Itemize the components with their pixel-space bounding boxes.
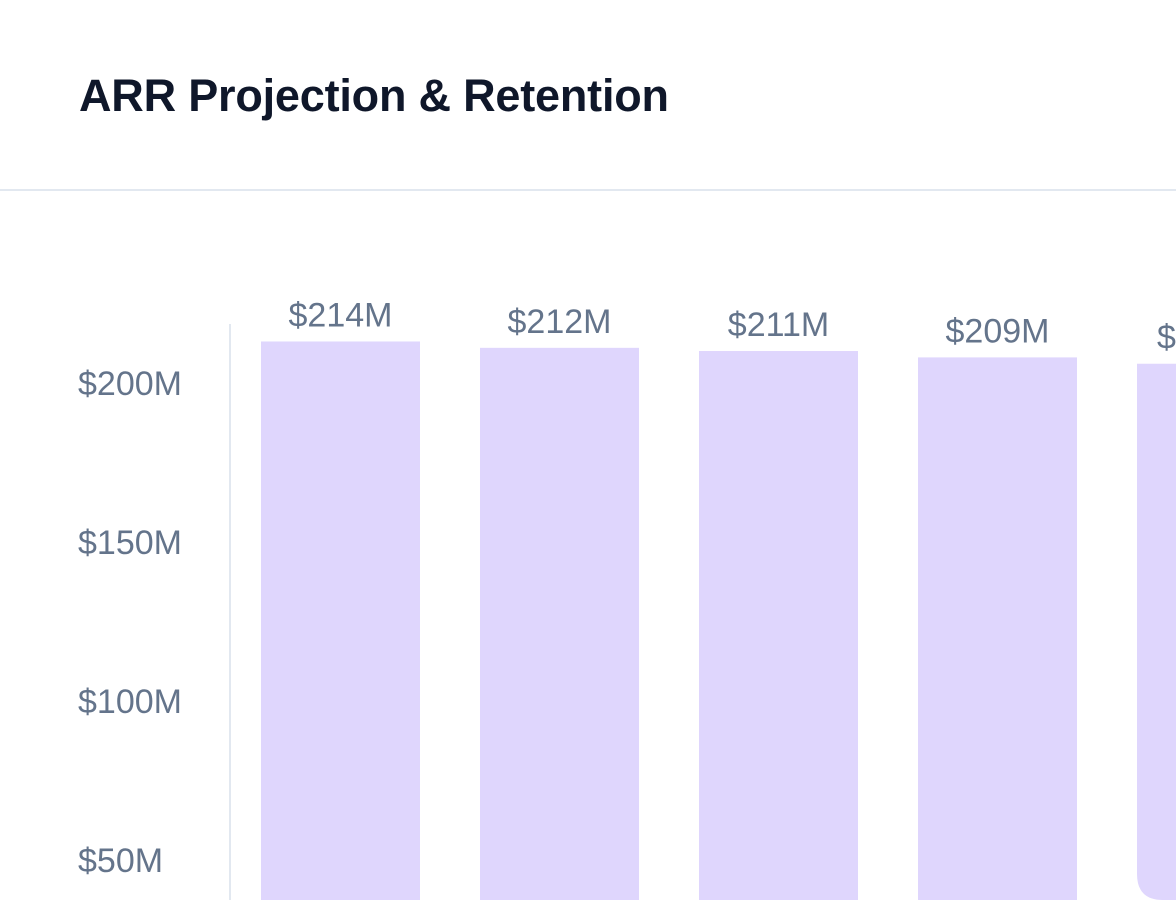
bar-value-label: $ (1157, 319, 1176, 357)
y-tick-label: $200M (78, 365, 182, 403)
bar[interactable] (480, 347, 639, 900)
y-tick-label: $150M (78, 524, 182, 562)
y-tick-label: $50M (78, 842, 163, 880)
card-header: ARR Projection & Retention (0, 0, 1176, 191)
bar[interactable] (1137, 363, 1176, 900)
bar[interactable] (699, 351, 858, 900)
bar-value-label: $212M (508, 303, 612, 341)
bars-group (261, 341, 1176, 900)
data-labels-group: $214M $212M $211M $209M $ (289, 296, 1176, 356)
bar-value-label: $211M (728, 306, 829, 344)
bar-value-label: $209M (946, 312, 1050, 350)
y-tick-label: $100M (78, 683, 182, 721)
chart-title: ARR Projection & Retention (79, 70, 669, 121)
y-axis-ticks: $200M $150M $100M $50M (78, 365, 182, 880)
bar[interactable] (918, 357, 1077, 900)
bar[interactable] (261, 341, 420, 900)
bar-value-label: $214M (289, 296, 393, 334)
